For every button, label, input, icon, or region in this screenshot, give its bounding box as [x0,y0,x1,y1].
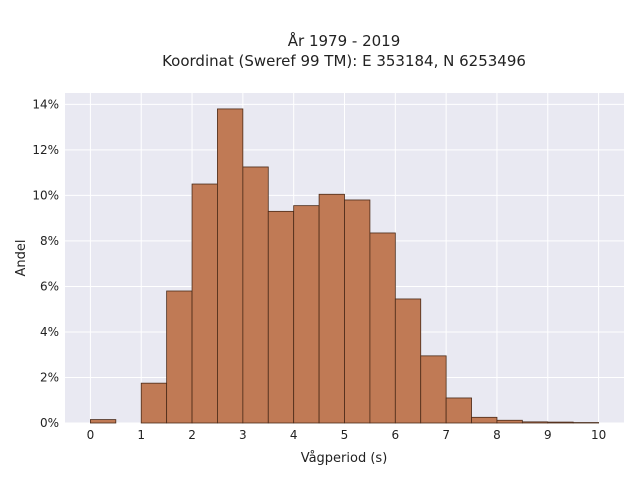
y-tick-label: 6% [40,279,59,293]
x-tick-label: 6 [391,428,399,442]
y-tick-label: 10% [32,188,59,202]
x-tick-label: 7 [442,428,450,442]
histogram-bar [496,419,523,424]
y-tick-label: 14% [32,97,59,111]
chart-title-line2: Koordinat (Sweref 99 TM): E 353184, N 62… [162,52,526,70]
y-tick-label: 0% [40,416,59,430]
histogram-bar [166,290,193,424]
histogram-bar [267,210,295,424]
x-tick-label: 9 [544,428,552,442]
histogram-bar [369,232,396,424]
histogram-bar [471,416,498,424]
y-tick-label: 2% [40,370,59,384]
histogram-bar [394,298,422,424]
histogram-bar [90,419,117,424]
y-tick-label: 8% [40,234,59,248]
x-tick-label: 3 [239,428,247,442]
histogram-bar [217,108,244,424]
x-tick-label: 1 [137,428,145,442]
histogram-bar [318,193,345,424]
histogram-bars [90,108,599,424]
x-tick-label: 4 [290,428,298,442]
y-tick-label: 4% [40,325,59,339]
histogram-bar [293,205,320,424]
y-axis-label: Andel [14,240,29,277]
x-tick-label: 2 [188,428,196,442]
histogram-bar [140,382,168,424]
histogram-bar [242,166,269,424]
chart-title-line1: År 1979 - 2019 [288,31,401,50]
histogram-bar [521,421,549,424]
histogram-bar [420,355,447,424]
histogram-bar [547,421,574,424]
histogram-bar [445,397,472,424]
histogram-bar [191,183,218,424]
x-axis-ticks: 0 1 2 3 4 5 6 7 8 9 10 [87,428,607,442]
x-tick-label: 5 [341,428,349,442]
histogram-bar [344,199,371,424]
x-axis-label: Vågperiod (s) [301,451,388,466]
y-tick-label: 12% [32,143,59,157]
x-tick-label: 0 [87,428,95,442]
x-tick-label: 10 [591,428,606,442]
y-axis-ticks: 0% 2% 4% 6% 8% 10% 12% 14% [32,97,59,430]
x-tick-label: 8 [493,428,501,442]
